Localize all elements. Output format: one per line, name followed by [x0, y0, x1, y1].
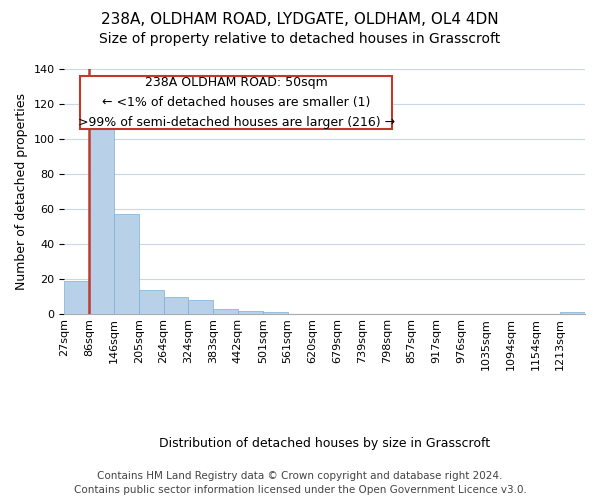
Bar: [114, 214, 139, 314]
Bar: [89, 127, 114, 314]
Bar: [238, 310, 263, 314]
Text: 238A OLDHAM ROAD: 50sqm
← <1% of detached houses are smaller (1)
>99% of semi-de: 238A OLDHAM ROAD: 50sqm ← <1% of detache…: [77, 76, 395, 129]
Bar: [263, 312, 287, 314]
Bar: [64, 281, 89, 314]
Bar: [213, 309, 238, 314]
Bar: [560, 312, 585, 314]
FancyBboxPatch shape: [80, 76, 392, 129]
Bar: [164, 296, 188, 314]
Text: 238A, OLDHAM ROAD, LYDGATE, OLDHAM, OL4 4DN: 238A, OLDHAM ROAD, LYDGATE, OLDHAM, OL4 …: [101, 12, 499, 28]
Bar: [139, 290, 164, 314]
Bar: [188, 300, 213, 314]
Text: Contains HM Land Registry data © Crown copyright and database right 2024.
Contai: Contains HM Land Registry data © Crown c…: [74, 471, 526, 495]
Y-axis label: Number of detached properties: Number of detached properties: [15, 93, 28, 290]
X-axis label: Distribution of detached houses by size in Grasscroft: Distribution of detached houses by size …: [159, 437, 490, 450]
Text: Size of property relative to detached houses in Grasscroft: Size of property relative to detached ho…: [100, 32, 500, 46]
